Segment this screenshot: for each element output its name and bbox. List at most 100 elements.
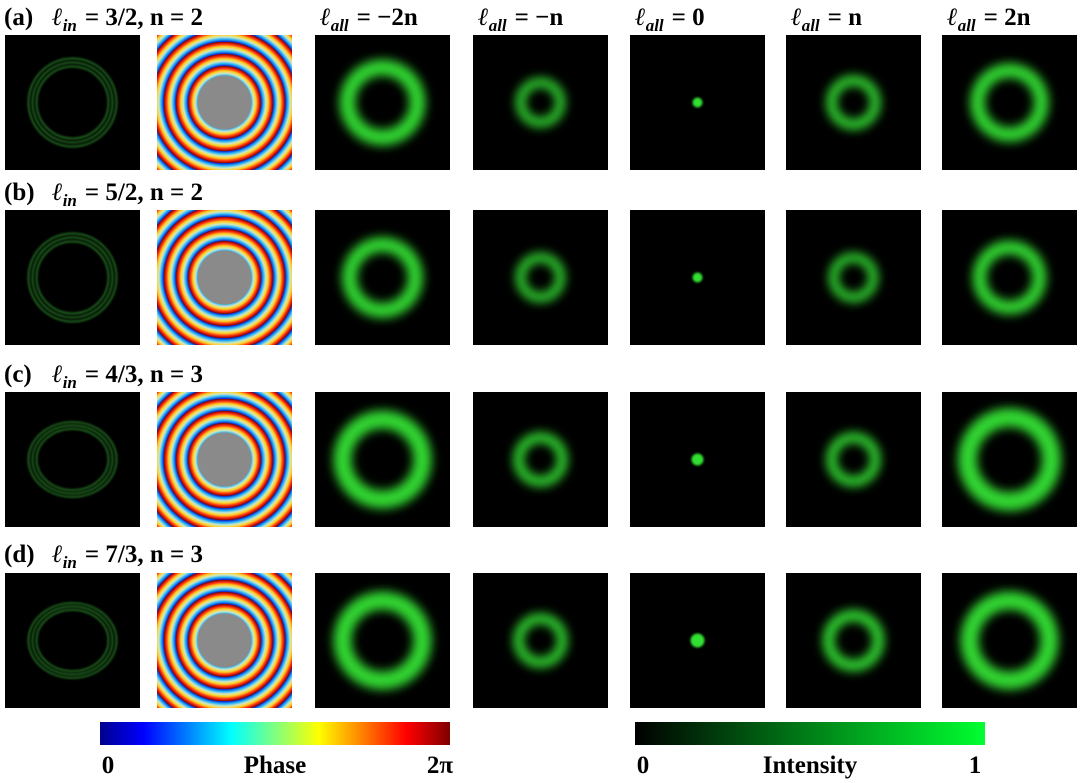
ring — [35, 65, 110, 140]
symbol: ℓ — [320, 4, 331, 31]
row-label: (c) — [4, 361, 32, 388]
output-image — [315, 35, 450, 170]
colorbar — [100, 722, 450, 745]
subscript: all — [489, 16, 507, 35]
rest: = −2n — [357, 4, 418, 31]
subscript: in — [63, 16, 77, 35]
symbol: ℓ — [478, 4, 489, 31]
symbol: ℓ — [52, 361, 63, 388]
colorbar-max: 2π — [427, 752, 454, 779]
phase-center — [197, 432, 252, 487]
column-header: ℓall = 0 — [635, 4, 705, 35]
colorbar-title: Intensity — [763, 752, 858, 779]
symbol: ℓ — [635, 4, 646, 31]
symbol: ℓ — [52, 541, 63, 568]
output-image — [473, 35, 608, 170]
ring — [342, 237, 423, 318]
colorbar-max: 1 — [969, 752, 982, 779]
ring — [826, 75, 881, 130]
ring — [31, 236, 114, 319]
output-image — [473, 573, 608, 708]
row-label: (a) — [4, 4, 33, 31]
ring — [513, 432, 568, 487]
row-label: (d) — [4, 541, 35, 568]
rest: = 5/2, n = 2 — [85, 179, 203, 206]
symbol: ℓ — [947, 4, 958, 31]
input-image — [5, 210, 140, 345]
ring — [27, 57, 118, 148]
ring — [972, 240, 1047, 315]
row-label: (b) — [4, 179, 35, 206]
phase-center — [197, 250, 252, 305]
ring — [822, 609, 885, 672]
phase-center — [197, 75, 252, 130]
row-formula: ℓin = 5/2, n = 2 — [52, 179, 203, 210]
column-header: ℓall = 2n — [947, 4, 1031, 35]
output-image — [473, 392, 608, 527]
input-image — [5, 573, 140, 708]
ring — [515, 77, 566, 128]
subscript: all — [958, 16, 976, 35]
ring — [31, 424, 114, 495]
colorbar — [635, 722, 985, 745]
column-header: ℓall = n — [791, 4, 862, 35]
ring — [333, 410, 432, 509]
colorbar-min: 0 — [102, 752, 115, 779]
column-header: ℓall = −2n — [320, 4, 418, 35]
rest: = n — [828, 4, 862, 31]
ring — [960, 591, 1059, 690]
subscript: in — [63, 191, 77, 210]
output-image — [942, 35, 1077, 170]
symbol: ℓ — [791, 4, 802, 31]
output-image — [315, 210, 450, 345]
phase-center — [197, 613, 252, 668]
colorbar-min: 0 — [637, 752, 650, 779]
colorbar-title: Phase — [244, 752, 307, 779]
subscript: in — [63, 553, 77, 572]
ring — [333, 591, 432, 690]
subscript: all — [646, 16, 664, 35]
rest: = 2n — [984, 4, 1031, 31]
subscript: all — [331, 16, 349, 35]
ring — [27, 232, 118, 323]
ring — [27, 602, 118, 679]
spot — [691, 453, 704, 466]
row-formula: ℓin = 3/2, n = 2 — [52, 4, 203, 35]
spot — [692, 97, 703, 108]
spot — [692, 272, 703, 283]
rest: = −n — [515, 4, 564, 31]
spot — [690, 633, 705, 648]
ring — [35, 240, 110, 315]
ring — [826, 432, 881, 487]
subscript: in — [63, 373, 77, 392]
ring — [957, 407, 1062, 512]
ring — [970, 63, 1049, 142]
ring — [515, 252, 566, 303]
column-header: ℓall = −n — [478, 4, 563, 35]
ring — [339, 59, 426, 146]
rest: = 0 — [672, 4, 705, 31]
rest: = 7/3, n = 3 — [85, 541, 203, 568]
ring — [513, 613, 568, 668]
ring — [27, 421, 118, 498]
subscript: all — [802, 16, 820, 35]
ring — [828, 252, 879, 303]
ring — [31, 61, 114, 144]
output-image — [786, 210, 921, 345]
output-image — [942, 210, 1077, 345]
row-formula: ℓin = 7/3, n = 3 — [52, 541, 203, 572]
output-image — [786, 35, 921, 170]
ring — [35, 428, 110, 491]
output-image — [786, 573, 921, 708]
symbol: ℓ — [52, 4, 63, 31]
output-image — [786, 392, 921, 527]
ring — [35, 609, 110, 672]
input-image — [5, 35, 140, 170]
ring — [31, 605, 114, 676]
symbol: ℓ — [52, 179, 63, 206]
input-image — [5, 392, 140, 527]
output-image — [473, 210, 608, 345]
row-formula: ℓin = 4/3, n = 3 — [52, 361, 203, 392]
rest: = 3/2, n = 2 — [85, 4, 203, 31]
